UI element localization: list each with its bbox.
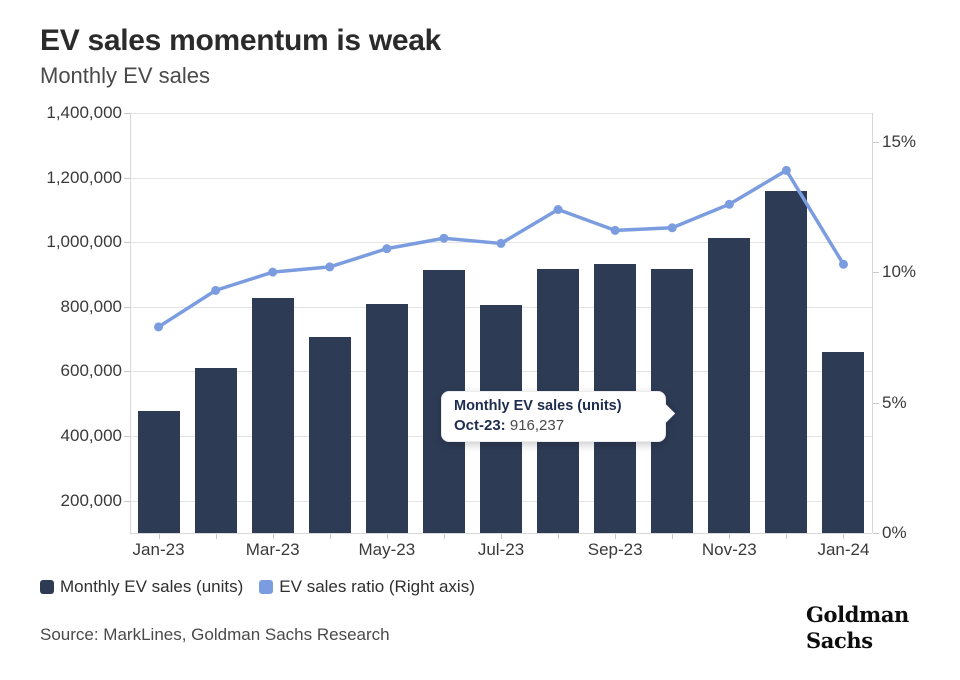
right-axis-tick [873,141,879,143]
chart-title: EV sales momentum is weak [40,24,442,57]
goldman-sachs-logo: Goldman Sachs [806,602,909,654]
left-axis-tick [124,177,130,179]
tooltip-series-title: Monthly EV sales (units) [454,398,622,414]
left-axis-tick [124,436,130,438]
right-axis-label-15%: 15% [882,131,917,151]
plot-right-border [872,113,873,533]
right-axis-tick [873,402,879,404]
line-point-Oct-23[interactable] [667,223,677,233]
line-point-Jul-23[interactable] [496,238,506,248]
left-axis-label-1,400,000: 1,400,000 [46,103,122,122]
ratio-line-chart [154,165,848,332]
x-axis-tick-Jun-23 [443,534,445,539]
x-axis-tick-Jul-23 [501,534,502,539]
legend-item-monthly-ev-sales[interactable]: Monthly EV sales (units) [40,577,243,597]
bar-Dec-23[interactable] [765,191,808,533]
x-axis-tick-Dec-23 [786,534,788,539]
bar-Mar-23[interactable] [251,298,294,533]
left-axis-label-600,000: 600,000 [60,361,122,381]
right-axis-tick [873,533,879,534]
x-axis-line [130,533,872,534]
logo-line-2: Sachs [806,628,873,653]
line-point-Mar-23[interactable] [268,267,278,277]
line-point-Sep-23[interactable] [610,225,620,235]
chart-tooltip: Monthly EV sales (units) Oct-23: 916,237 [441,391,676,442]
line-point-Aug-23[interactable] [553,205,563,215]
chart-legend: Monthly EV sales (units) EV sales ratio … [40,577,475,597]
x-axis-tick-Apr-23 [329,534,331,539]
tooltip-value-row: Oct-23: 916,237 [454,416,653,435]
left-axis-tick [124,371,130,373]
ratio-line [156,168,846,329]
gridline-1,400,000 [130,113,872,114]
right-axis-tick [873,272,879,274]
logo-line-1: Goldman [806,602,909,627]
legend-label-line: EV sales ratio (Right axis) [279,577,475,596]
x-axis-label-Jul-23: Jul-23 [477,540,525,559]
left-axis-label-200,000: 200,000 [60,490,122,510]
tooltip-value: 916,237 [509,417,565,434]
x-axis-tick-Oct-23 [672,534,674,539]
x-axis-tick-Sep-23 [615,534,617,539]
line-point-Apr-23[interactable] [325,262,335,272]
line-point-Dec-23[interactable] [781,165,791,175]
bar-Feb-23[interactable] [194,368,237,533]
x-axis-tick-Jan-24 [843,534,845,539]
right-axis-label-10%: 10% [882,262,917,282]
bar-Nov-23[interactable] [708,238,751,533]
left-axis-label-800,000: 800,000 [60,296,122,316]
plot-left-border [130,113,131,533]
chart-subtitle: Monthly EV sales [40,63,210,88]
x-axis-label-Jan-24: Jan-24 [817,540,870,559]
left-axis-tick [124,242,130,244]
line-point-Jan-24[interactable] [838,259,848,269]
x-axis-label-Sep-23: Sep-23 [587,540,643,559]
x-axis-label-May-23: May-23 [358,540,416,559]
x-axis-tick-May-23 [386,534,388,539]
legend-item-ev-sales-ratio[interactable]: EV sales ratio (Right axis) [259,577,475,597]
left-axis-tick [124,113,130,114]
x-axis-label-Jan-23: Jan-23 [132,540,185,559]
bar-May-23[interactable] [365,303,408,533]
x-axis-label-Mar-23: Mar-23 [245,540,300,559]
line-point-Jan-23[interactable] [154,322,164,332]
right-axis-label-0%: 0% [882,523,907,542]
x-axis-tick-Aug-23 [558,534,560,539]
x-axis-tick-Feb-23 [215,534,217,539]
source-note: Source: MarkLines, Goldman Sachs Researc… [40,625,390,644]
bar-Jan-23[interactable] [137,411,180,533]
line-point-Nov-23[interactable] [724,199,734,209]
tooltip-category-label: Oct-23: [454,417,506,434]
x-axis-tick-Jan-23 [158,534,160,539]
line-point-May-23[interactable] [382,244,392,254]
left-axis-label-1,200,000: 1,200,000 [46,167,122,187]
x-axis-tick-Nov-23 [729,534,731,539]
x-axis-label-Nov-23: Nov-23 [701,540,757,559]
line-point-Jun-23[interactable] [439,233,449,243]
x-axis-tick-Mar-23 [272,534,274,539]
legend-swatch-bar [40,580,54,594]
legend-label-bar: Monthly EV sales (units) [60,577,244,596]
bar-Jan-24[interactable] [822,352,865,533]
left-axis-label-1,000,000: 1,000,000 [46,232,122,252]
left-axis-tick [124,306,130,308]
legend-swatch-line [259,580,274,594]
line-point-Feb-23[interactable] [211,285,221,295]
right-axis-label-5%: 5% [882,392,907,412]
left-axis-tick [124,500,130,502]
left-axis-label-400,000: 400,000 [60,426,122,446]
gridline-1,200,000 [130,177,872,179]
bar-Apr-23[interactable] [308,336,351,533]
